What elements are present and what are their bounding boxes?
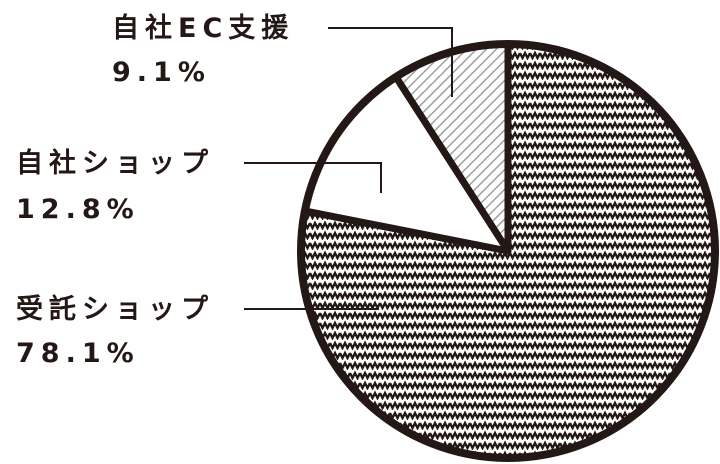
leader-line-ec-support [328,27,453,97]
slice-value-ec-support: 9.1% [112,57,211,88]
slice-label-group-consignment: 受託ショップ 78.1% [16,293,214,369]
slice-value-own-shop: 12.8% [16,194,140,225]
slice-value-consignment-shop: 78.1% [16,338,140,369]
slice-label-ec-support: 自社EC支援 [112,12,294,44]
leader-line-own-shop [244,162,382,193]
pie-outline [297,40,719,462]
slice-label-consignment-shop: 受託ショップ [16,293,214,325]
slice-label-group-ec: 自社EC支援 9.1% [112,12,294,88]
leader-lines [244,27,453,310]
slice-label-own-shop: 自社ショップ [16,147,214,179]
slice-label-group-own-shop: 自社ショップ 12.8% [16,147,214,225]
